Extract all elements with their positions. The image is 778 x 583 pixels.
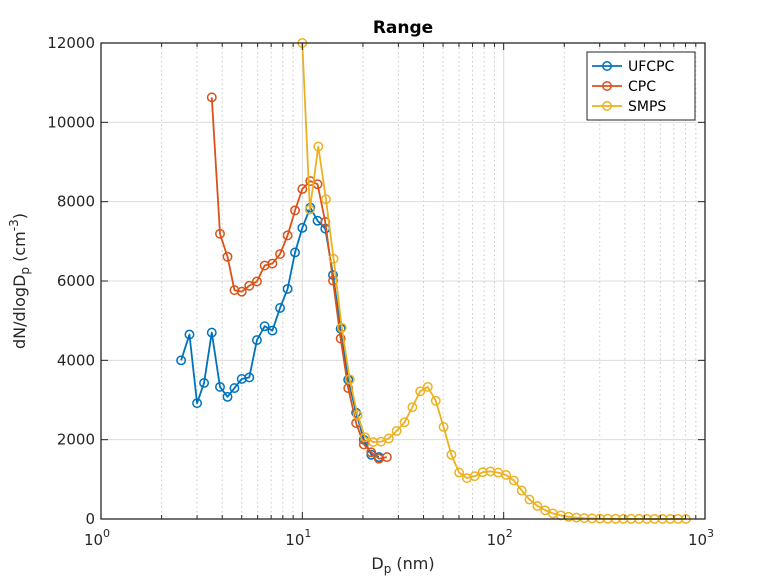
data-point-smps bbox=[508, 475, 519, 486]
data-point-smps bbox=[415, 386, 426, 397]
data-point-ufcpc bbox=[229, 383, 240, 394]
y-tick-label: 4000 bbox=[57, 351, 95, 369]
data-point-smps bbox=[383, 433, 394, 444]
data-point-smps bbox=[352, 410, 363, 421]
x-axis-label-unit: (nm) bbox=[391, 554, 434, 573]
legend-swatch-marker-cpc bbox=[602, 81, 612, 91]
data-point-smps bbox=[469, 471, 480, 482]
data-point-ufcpc bbox=[297, 222, 308, 233]
data-point-cpc bbox=[366, 447, 377, 458]
y-axis-label-unit-open: (cm bbox=[10, 231, 29, 267]
data-point-ufcpc bbox=[192, 398, 203, 409]
y-tick-label: 0 bbox=[85, 510, 95, 528]
data-point-cpc bbox=[251, 276, 262, 287]
data-point-smps bbox=[446, 449, 457, 460]
y-axis-label-unit-close: ) bbox=[10, 213, 29, 219]
data-point-ufcpc bbox=[251, 335, 262, 346]
data-point-cpc bbox=[275, 249, 285, 259]
data-point-ufcpc bbox=[199, 377, 210, 388]
data-point-smps bbox=[304, 204, 315, 215]
legend-label-cpc: CPC bbox=[628, 79, 656, 95]
tick-marks bbox=[100, 42, 706, 520]
y-axis-label: dN/dlogDp (cm-3) bbox=[7, 213, 32, 349]
data-point-smps bbox=[532, 500, 543, 511]
x-tick-label: 102 bbox=[487, 527, 513, 549]
legend-entry-smps: SMPS bbox=[592, 99, 666, 115]
chart-title: Range bbox=[373, 18, 433, 38]
data-point-cpc bbox=[290, 205, 300, 216]
data-point-smps bbox=[344, 374, 355, 385]
data-point-cpc bbox=[244, 280, 255, 291]
y-axis-label-superscript: -3 bbox=[7, 219, 21, 231]
x-axis-label-subscript: p bbox=[384, 562, 392, 576]
legend-swatch-marker-smps bbox=[602, 101, 612, 111]
data-point-smps bbox=[360, 432, 371, 443]
data-point-cpc bbox=[297, 184, 308, 194]
data-point-smps bbox=[438, 422, 449, 432]
series-line-ufcpc bbox=[180, 206, 380, 458]
data-point-smps bbox=[399, 417, 410, 428]
y-tick-label: 10000 bbox=[47, 113, 95, 131]
x-tick-label: 100 bbox=[84, 527, 110, 549]
data-point-ufcpc bbox=[259, 321, 270, 332]
data-point-cpc bbox=[282, 230, 293, 241]
data-point-smps bbox=[524, 494, 535, 505]
data-point-cpc bbox=[267, 258, 278, 269]
y-tick-label: 12000 bbox=[47, 34, 95, 52]
data-point-smps bbox=[430, 395, 441, 406]
data-point-cpc bbox=[206, 92, 217, 103]
data-point-smps bbox=[407, 402, 418, 413]
data-point-cpc bbox=[328, 275, 338, 286]
data-point-ufcpc bbox=[267, 325, 278, 336]
data-point-ufcpc bbox=[275, 303, 285, 313]
data-point-ufcpc bbox=[176, 355, 187, 366]
x-tick-label: 103 bbox=[688, 527, 714, 549]
data-point-smps bbox=[320, 194, 331, 205]
x-tick-labels: 100 101 102 103 bbox=[84, 527, 714, 549]
legend-entry-ufcpc: UFCPC bbox=[592, 59, 675, 75]
data-point-smps bbox=[454, 467, 465, 478]
legend-label-ufcpc: UFCPC bbox=[628, 59, 675, 75]
plot-area bbox=[100, 38, 706, 524]
data-point-cpc bbox=[335, 333, 346, 344]
data-point-smps bbox=[328, 253, 339, 264]
data-point-ufcpc bbox=[215, 381, 225, 392]
data-point-smps bbox=[422, 381, 433, 392]
data-point-smps bbox=[501, 470, 512, 480]
data-point-cpc bbox=[358, 439, 369, 450]
x-axis-label-main: D bbox=[371, 554, 383, 573]
x-tick-label: 101 bbox=[285, 527, 311, 549]
data-point-ufcpc bbox=[244, 372, 255, 383]
data-point-smps bbox=[516, 485, 527, 496]
data-point-cpc bbox=[236, 286, 247, 297]
data-point-ufcpc bbox=[290, 247, 300, 258]
y-tick-label: 8000 bbox=[57, 193, 95, 211]
legend-swatch-marker-ufcpc bbox=[602, 61, 612, 71]
data-point-smps bbox=[391, 425, 402, 436]
data-point-smps bbox=[336, 322, 347, 333]
data-point-cpc bbox=[222, 251, 233, 262]
y-axis-label-main: dN/dlogD bbox=[10, 275, 29, 349]
y-tick-labels: 0 2000 4000 6000 8000 10000 12000 bbox=[47, 34, 95, 528]
data-point-ufcpc bbox=[184, 329, 195, 340]
legend: UFCPC CPC SMPS bbox=[586, 51, 696, 121]
data-point-ufcpc bbox=[206, 327, 217, 338]
legend-label-smps: SMPS bbox=[628, 99, 666, 115]
x-axis-label: Dp (nm) bbox=[371, 554, 434, 576]
data-point-cpc bbox=[381, 452, 392, 463]
legend-entry-cpc: CPC bbox=[592, 79, 656, 95]
data-point-cpc bbox=[215, 228, 225, 239]
data-point-ufcpc bbox=[282, 283, 293, 294]
data-point-smps bbox=[313, 141, 324, 152]
y-tick-label: 6000 bbox=[57, 272, 95, 290]
data-point-cpc bbox=[229, 285, 240, 296]
y-tick-label: 2000 bbox=[57, 431, 95, 449]
y-axis-label-subscript: p bbox=[18, 267, 32, 275]
data-point-ufcpc bbox=[222, 391, 233, 402]
